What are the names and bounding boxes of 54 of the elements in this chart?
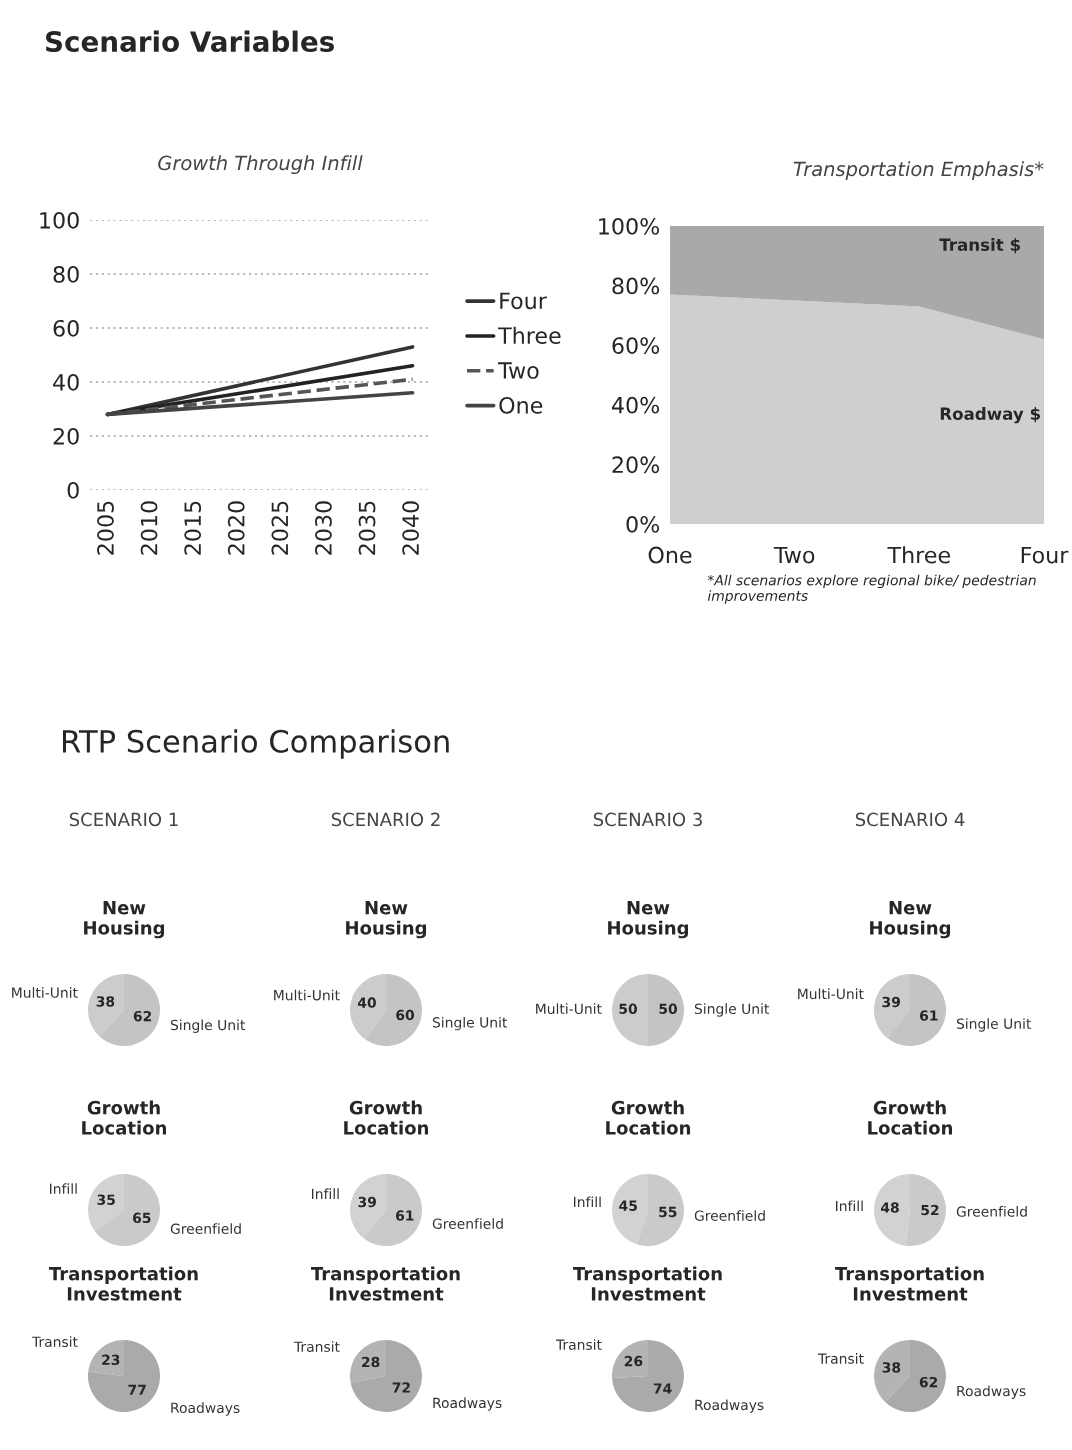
x-tick-label: 2010 [140,501,158,555]
chart-title: Transportation Investment [311,1266,460,1301]
y-tick-label: 60% [612,337,660,354]
x-tick-label: 2025 [271,501,289,555]
pie-slice [612,1340,684,1412]
y-tick-label: 60 [53,319,79,337]
legend-label: One [499,396,543,414]
text: SCENARIO 4 [855,812,965,827]
chart-title: Transportation Investment [573,1266,722,1301]
x-tick-label: Four [1021,546,1069,564]
text: RTP Scenario Comparison [63,729,449,759]
text: SCENARIO 2 [331,812,440,827]
text: SCENARIO 1 [69,812,178,827]
x-tick-label: 2035 [358,501,376,555]
chart-title: Growth Location [82,1100,167,1135]
y-tick-label: 20% [612,456,660,474]
chart-title: New Housing [608,901,689,939]
x-tick-label: Three [887,546,950,564]
chart-title: Growth Location [606,1100,691,1135]
x-tick-label: 2020 [227,501,245,555]
x-tick-label: 2005 [97,501,114,555]
x-tick-label: Two [773,546,815,564]
pie-slice [350,1340,422,1412]
y-tick-label: 100% [599,217,660,235]
chart-title: Transportation Investment [49,1266,198,1301]
y-tick-label: 0 [67,481,79,499]
chart-title: Transportation Investment [835,1266,984,1301]
legend-label: Four [500,292,547,310]
pie-slice [94,1174,160,1246]
text: SCENARIO 3 [593,812,702,827]
y-tick-label: 40 [53,373,79,391]
y-tick-label: 0% [626,515,660,533]
y-tick-label: 80% [612,277,660,295]
chart-title: Growth Location [344,1100,429,1135]
x-tick-label: 2030 [315,501,332,555]
y-tick-label: 40% [611,396,660,414]
chart-title: Growth Through Infill [158,155,363,175]
x-tick-label: 2015 [184,501,202,555]
pie-slice [88,1340,160,1412]
text: Scenario Variables [45,30,334,53]
chart-title: New Housing [870,901,951,939]
series-label: Roadway $ [940,407,1040,424]
chart-title: Transportation Emphasis* [793,161,1044,181]
chart-title: Growth Location [868,1100,953,1135]
legend-label: Two [498,362,539,379]
x-tick-label: One [648,546,692,564]
x-tick-label: 2040 [402,501,420,555]
y-tick-label: 20 [53,427,79,445]
series-label: Transit $ [939,238,1021,254]
chart-title: New Housing [346,901,427,939]
legend-label: Three [498,326,561,345]
chart-title: New Housing [84,901,165,939]
y-tick-label: 80 [53,265,79,283]
y-tick-label: 100 [40,211,79,229]
